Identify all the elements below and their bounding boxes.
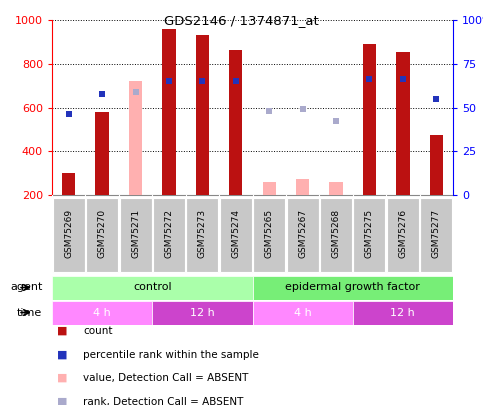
Bar (162, 29, 176, 195)
Text: 4 h: 4 h (93, 307, 111, 318)
Text: GSM75276: GSM75276 (398, 209, 407, 258)
Bar (363, 44, 376, 195)
Text: ■: ■ (57, 396, 67, 405)
Bar (186, 198, 218, 272)
Text: GDS2146 / 1374871_at: GDS2146 / 1374871_at (164, 14, 319, 27)
Bar (429, 135, 443, 195)
Bar (53, 198, 85, 272)
Bar (196, 35, 209, 195)
Bar (152, 301, 253, 324)
Bar (52, 275, 253, 300)
Bar (420, 198, 453, 272)
Text: GSM75275: GSM75275 (365, 209, 374, 258)
Bar (296, 179, 309, 195)
Text: 12 h: 12 h (190, 307, 215, 318)
Text: GSM75269: GSM75269 (64, 209, 73, 258)
Text: control: control (133, 283, 171, 292)
Text: ■: ■ (57, 326, 67, 336)
Text: time: time (17, 307, 43, 318)
Bar (86, 198, 118, 272)
Bar (396, 52, 410, 195)
Text: ■: ■ (57, 373, 67, 383)
Bar (353, 301, 453, 324)
Text: GSM75277: GSM75277 (432, 209, 441, 258)
Text: ■: ■ (57, 350, 67, 360)
Bar (253, 301, 353, 324)
Text: epidermal growth factor: epidermal growth factor (285, 283, 420, 292)
Text: GSM75270: GSM75270 (98, 209, 107, 258)
Text: percentile rank within the sample: percentile rank within the sample (84, 350, 259, 360)
Text: GSM75272: GSM75272 (164, 209, 173, 258)
Text: GSM75265: GSM75265 (265, 209, 274, 258)
Bar (52, 301, 152, 324)
Text: GSM75267: GSM75267 (298, 209, 307, 258)
Bar (129, 81, 142, 195)
Text: 4 h: 4 h (294, 307, 312, 318)
Bar (286, 198, 319, 272)
Bar (263, 182, 276, 195)
Bar (153, 198, 185, 272)
Text: rank, Detection Call = ABSENT: rank, Detection Call = ABSENT (84, 396, 244, 405)
Bar (320, 198, 352, 272)
Bar (253, 198, 285, 272)
Text: 12 h: 12 h (390, 307, 415, 318)
Text: agent: agent (10, 283, 43, 292)
Bar (387, 198, 419, 272)
Bar (220, 198, 252, 272)
Text: value, Detection Call = ABSENT: value, Detection Call = ABSENT (84, 373, 249, 383)
Bar (96, 112, 109, 195)
Text: GSM75271: GSM75271 (131, 209, 140, 258)
Text: GSM75268: GSM75268 (331, 209, 341, 258)
Bar (229, 49, 242, 195)
Text: GSM75274: GSM75274 (231, 209, 240, 258)
Text: GSM75273: GSM75273 (198, 209, 207, 258)
Bar (354, 198, 385, 272)
Bar (62, 173, 75, 195)
Bar (119, 198, 152, 272)
Bar (253, 275, 453, 300)
Text: count: count (84, 326, 113, 336)
Bar (329, 182, 343, 195)
